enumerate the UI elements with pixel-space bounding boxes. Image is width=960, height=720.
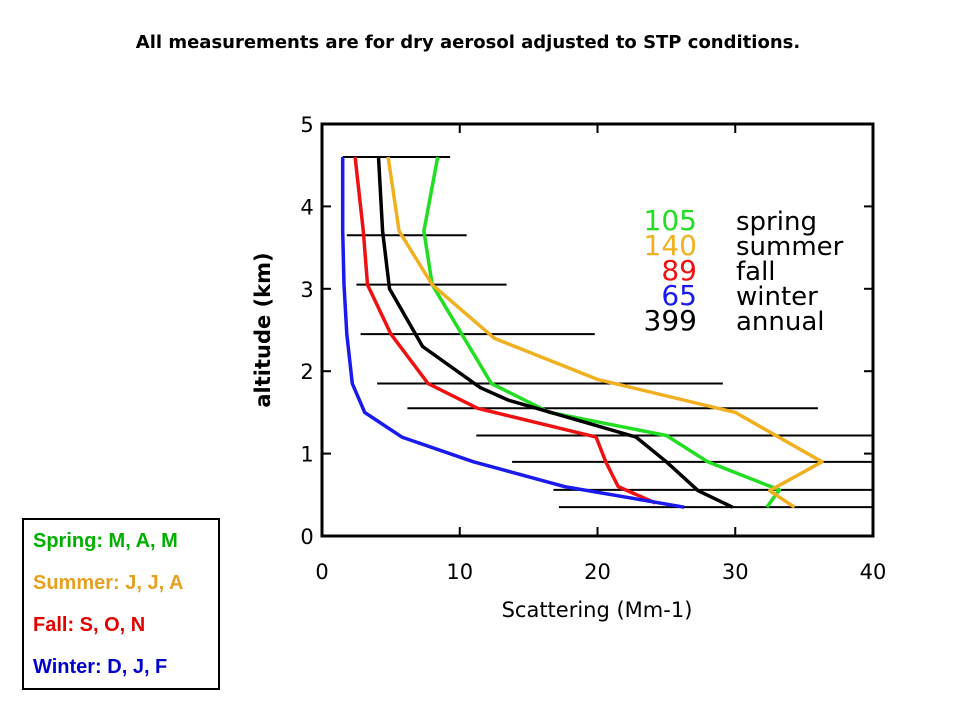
series-summer-line xyxy=(386,156,824,509)
legend-count-summer: 140 xyxy=(644,229,697,262)
series-annual-line xyxy=(376,156,734,509)
series-winter-line xyxy=(340,157,685,509)
legend-label-fall: fall xyxy=(736,257,776,287)
x-tick-label-30: 30 xyxy=(722,560,749,584)
legend-count-winter: 65 xyxy=(661,279,697,312)
legend-count-annual: 399 xyxy=(644,304,697,337)
y-tick-label-2: 2 xyxy=(300,360,313,384)
series-lines xyxy=(340,156,824,509)
y-tick-label-3: 3 xyxy=(300,278,313,302)
legend-count-spring: 105 xyxy=(644,204,697,237)
legend-label-summer: summer xyxy=(736,232,844,262)
x-tick-label-40: 40 xyxy=(860,560,887,584)
season-key-item: Spring: M, A, M xyxy=(33,530,178,552)
series-fall-line xyxy=(353,156,657,505)
season-key-item: Winter: D, J, F xyxy=(33,656,168,678)
legend-count-fall: 89 xyxy=(661,254,697,287)
axes: 0 10 20 30 40 0 1 2 3 4 5 xyxy=(300,113,886,584)
legend-label-winter: winter xyxy=(736,282,818,312)
season-key-box: Spring: M, A, M Summer: J, J, A Fall: S, O… xyxy=(22,518,220,690)
x-tick-label-0: 0 xyxy=(315,560,328,584)
season-key-item: Fall: S, O, N xyxy=(33,614,146,636)
slide-title: All measurements are for dry aerosol adj… xyxy=(135,32,801,53)
y-tick-label-4: 4 xyxy=(300,195,313,219)
chart-legend: 105 spring 140 summer 89 fall 65 winter 399 annua… xyxy=(644,204,844,337)
y-axis-label: altitude (km) xyxy=(251,252,275,407)
x-axis-label: Scattering (Mm-1) xyxy=(502,598,693,622)
y-tick-label-5: 5 xyxy=(300,113,313,137)
x-tick-label-10: 10 xyxy=(446,560,473,584)
season-key-item: Summer: J, J, A xyxy=(33,572,184,594)
x-tick-label-20: 20 xyxy=(584,560,611,584)
y-tick-label-1: 1 xyxy=(300,443,313,467)
y-tick-label-0: 0 xyxy=(300,525,313,549)
legend-label-spring: spring xyxy=(736,207,817,237)
legend-label-annual: annual xyxy=(736,307,825,337)
